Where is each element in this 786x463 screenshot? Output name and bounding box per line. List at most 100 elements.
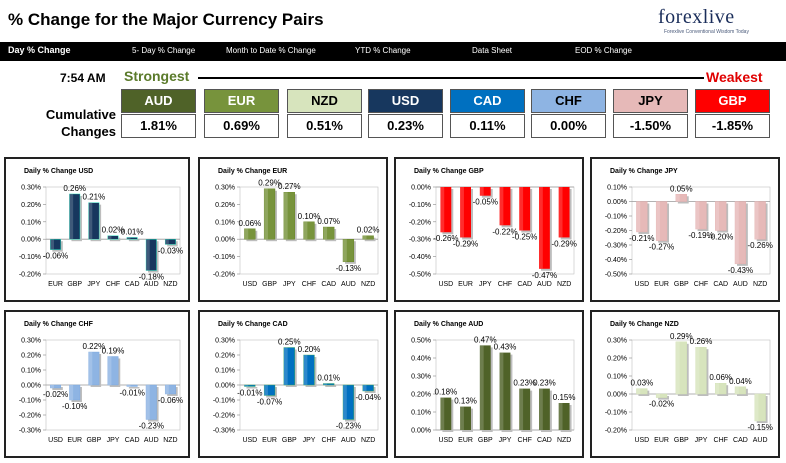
x-category-label: GBP <box>674 437 689 444</box>
y-tick-label: 0.10% <box>215 219 235 226</box>
y-tick-label: 0.20% <box>21 202 41 209</box>
bar <box>675 341 687 395</box>
bar-highlight <box>636 201 641 232</box>
bar-aud <box>145 238 159 273</box>
bar-highlight <box>50 385 54 388</box>
bar-highlight <box>69 193 74 240</box>
currency-box-chf: CHF 0.00% <box>531 89 606 138</box>
bar-value-label: -0.06% <box>158 396 183 405</box>
bar <box>323 383 335 386</box>
currency-box-gbp: GBP -1.85% <box>695 89 770 138</box>
bar-shadow <box>364 237 376 242</box>
chart-svg: Daily % Change GBP 0.00% -0.10% -0.20% -0.30… <box>409 168 577 288</box>
x-category-label: NZD <box>361 437 375 444</box>
bar-aud <box>734 201 748 266</box>
x-category-label: EUR <box>262 437 277 444</box>
bar-chf <box>323 383 337 387</box>
chart-svg: Daily % Change USD 0.30% 0.20% 0.10% 0.00% -0… <box>19 168 183 288</box>
x-category-label: EUR <box>654 281 669 288</box>
bar-highlight <box>715 383 720 394</box>
bar-value-label: -0.06% <box>43 252 68 261</box>
y-tick-label: -0.40% <box>605 257 627 264</box>
bar-value-label: 0.07% <box>317 217 340 226</box>
bar-highlight <box>735 201 739 264</box>
y-tick-label: -0.30% <box>605 243 627 250</box>
x-category-label: JPY <box>695 437 708 444</box>
bar-highlight <box>558 403 563 430</box>
bar-shadow <box>128 387 140 389</box>
nav-ytd-change[interactable]: YTD % Change <box>355 46 411 55</box>
bar-value-label: 0.20% <box>298 345 321 354</box>
bar-value-label: -0.07% <box>257 398 282 407</box>
bar-cad <box>519 187 533 233</box>
bar-gbp <box>675 341 689 396</box>
x-category-label: CHF <box>714 437 728 444</box>
chart-svg: Daily % Change CHF0.30%0.20%0.10%0.00%-0… <box>19 321 183 444</box>
bar-value-label: -0.47% <box>532 271 557 280</box>
bar-highlight <box>499 187 504 226</box>
cumulative-changes-label: Cumulative Changes <box>38 106 116 140</box>
nav-month-to-date-change[interactable]: Month to Date % Change <box>226 46 316 55</box>
bar-value-label: 0.04% <box>729 377 752 386</box>
bar-value-label: 0.43% <box>494 343 517 352</box>
bar-gbp <box>675 194 689 204</box>
bar-value-label: -0.26% <box>747 241 772 250</box>
forexlive-logo[interactable]: forexlive Forexlive Conventional Wisdom … <box>658 6 768 38</box>
bar-eur <box>69 384 82 402</box>
y-tick-label: -0.20% <box>409 219 431 226</box>
bar-value-label: 0.01% <box>317 374 340 383</box>
bar-nzd <box>558 187 572 240</box>
nav-day-change[interactable]: Day % Change <box>8 45 71 55</box>
x-category-label: AUD <box>341 281 356 288</box>
bar-highlight <box>499 352 504 430</box>
chart-svg: Daily % Change CAD0.30%0.20%0.10%0.00%-0… <box>213 321 381 444</box>
bar <box>499 187 511 226</box>
x-category-label: AUD <box>753 437 768 444</box>
x-category-label: USD <box>48 437 63 444</box>
bar-nzd <box>754 201 768 242</box>
bar-highlight <box>303 221 308 240</box>
x-category-label: GBP <box>674 281 689 288</box>
bar-nzd <box>164 238 178 247</box>
y-tick-label: -0.20% <box>213 272 235 279</box>
bar-jpy <box>88 202 102 242</box>
y-tick-label: 0.00% <box>215 237 235 244</box>
x-category-label: CHF <box>302 281 316 288</box>
bar-highlight <box>519 388 524 430</box>
bar-eur <box>460 187 473 240</box>
currency-box-usd: USD 0.23% <box>368 89 443 138</box>
bar-chf <box>107 235 121 242</box>
bar-aud <box>145 384 159 422</box>
bar <box>675 194 687 202</box>
y-tick-label: 0.00% <box>607 199 627 206</box>
x-category-label: EUR <box>48 281 63 288</box>
bar-value-label: 0.15% <box>553 393 576 402</box>
nav-5-day-change[interactable]: 5- Day % Change <box>132 46 196 55</box>
nav-data-sheet[interactable]: Data Sheet <box>472 46 513 55</box>
bar-highlight <box>107 235 112 240</box>
currency-cumulative-value: 1.81% <box>121 114 196 138</box>
bar <box>479 345 491 430</box>
nav-eod-change[interactable]: EOD % Change <box>575 46 632 55</box>
bar-value-label: -0.23% <box>336 422 361 431</box>
y-tick-label: 0.30% <box>607 338 627 345</box>
nav-bar: Day % Change 5- Day % Change Month to Da… <box>0 42 786 61</box>
chart-panel-8: Daily % Change NZD 0.30% 0.20% 0.10% 0.00% -0… <box>590 310 780 458</box>
x-category-label: GBP <box>67 281 82 288</box>
x-category-label: CAD <box>537 437 552 444</box>
bar <box>695 347 707 395</box>
bar-jpy <box>695 347 709 396</box>
x-category-label: JPY <box>107 437 120 444</box>
currency-cumulative-value: 0.00% <box>531 114 606 138</box>
y-tick-label: 0.10% <box>21 219 41 226</box>
bar-value-label: -0.23% <box>139 422 164 431</box>
bar-nzd <box>362 384 376 393</box>
x-category-label: JPY <box>479 281 492 288</box>
y-tick-label: -0.50% <box>605 272 627 279</box>
currency-name: USD <box>368 89 443 113</box>
y-tick-label: -0.10% <box>605 410 627 417</box>
bar-chf <box>715 382 729 396</box>
bar-value-label: -0.25% <box>512 233 537 242</box>
bar-usd <box>50 384 63 390</box>
bar-shadow <box>658 396 669 400</box>
